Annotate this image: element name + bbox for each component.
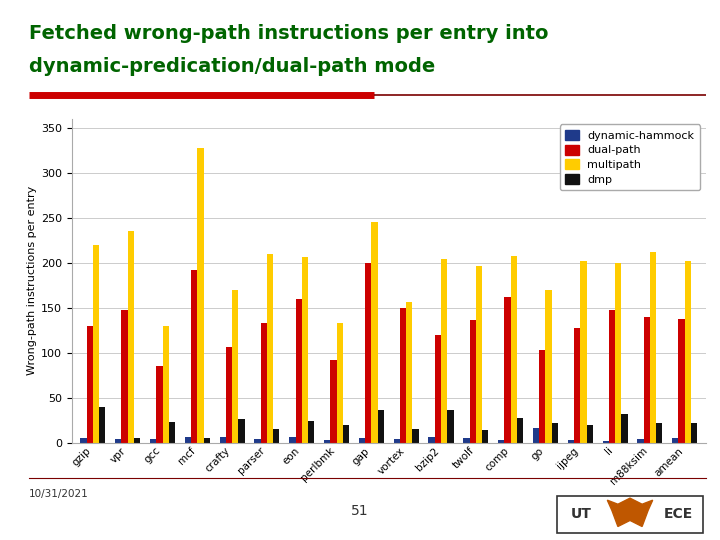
Bar bbox=[359, 438, 365, 443]
Bar bbox=[587, 425, 593, 443]
Bar bbox=[650, 252, 656, 443]
Bar bbox=[163, 326, 168, 443]
Bar bbox=[672, 438, 678, 443]
Bar bbox=[568, 440, 574, 443]
Polygon shape bbox=[607, 498, 653, 526]
Bar bbox=[400, 308, 406, 443]
Bar bbox=[289, 437, 295, 443]
Bar bbox=[254, 439, 261, 443]
Bar bbox=[220, 436, 226, 443]
Bar bbox=[378, 409, 384, 443]
Bar bbox=[482, 430, 488, 443]
Bar bbox=[574, 328, 580, 443]
Y-axis label: Wrong-path instructions per entry: Wrong-path instructions per entry bbox=[27, 186, 37, 375]
Bar bbox=[580, 261, 587, 443]
Bar bbox=[609, 309, 615, 443]
Bar bbox=[295, 299, 302, 443]
Bar bbox=[428, 437, 435, 443]
Bar bbox=[463, 438, 469, 443]
Bar bbox=[621, 414, 628, 443]
Bar bbox=[505, 297, 510, 443]
FancyBboxPatch shape bbox=[557, 496, 703, 532]
Bar bbox=[267, 254, 273, 443]
Bar bbox=[302, 258, 308, 443]
Bar bbox=[469, 320, 476, 443]
Bar bbox=[308, 421, 315, 443]
Bar bbox=[510, 255, 517, 443]
Bar bbox=[441, 259, 447, 443]
Bar bbox=[273, 429, 279, 443]
Bar bbox=[93, 245, 99, 443]
Bar bbox=[81, 438, 86, 443]
Bar bbox=[615, 263, 621, 443]
Bar bbox=[546, 290, 552, 443]
Bar bbox=[191, 270, 197, 443]
Bar bbox=[476, 266, 482, 443]
Bar bbox=[365, 263, 372, 443]
Bar bbox=[324, 440, 330, 443]
Text: 51: 51 bbox=[351, 504, 369, 518]
Bar bbox=[498, 440, 505, 443]
Bar bbox=[656, 423, 662, 443]
Bar bbox=[134, 438, 140, 443]
Bar bbox=[330, 360, 336, 443]
Bar bbox=[637, 439, 644, 443]
Bar bbox=[156, 366, 163, 443]
Text: dynamic-predication/dual-path mode: dynamic-predication/dual-path mode bbox=[29, 57, 435, 76]
Bar bbox=[394, 439, 400, 443]
Bar bbox=[86, 326, 93, 443]
Bar bbox=[539, 350, 546, 443]
Legend: dynamic-hammock, dual-path, multipath, dmp: dynamic-hammock, dual-path, multipath, d… bbox=[559, 124, 700, 190]
Bar bbox=[644, 317, 650, 443]
Bar bbox=[115, 439, 122, 443]
Bar bbox=[261, 323, 267, 443]
Bar bbox=[343, 425, 349, 443]
Bar bbox=[413, 429, 419, 443]
Bar bbox=[185, 436, 191, 443]
Bar bbox=[435, 335, 441, 443]
Bar bbox=[517, 417, 523, 443]
Text: 10/31/2021: 10/31/2021 bbox=[29, 489, 89, 499]
Bar bbox=[168, 422, 175, 443]
Bar bbox=[99, 407, 105, 443]
Bar bbox=[691, 423, 697, 443]
Bar bbox=[552, 423, 558, 443]
Bar bbox=[533, 428, 539, 443]
Bar bbox=[150, 439, 156, 443]
Bar bbox=[685, 261, 691, 443]
Bar bbox=[336, 323, 343, 443]
Bar bbox=[447, 409, 454, 443]
Bar bbox=[406, 301, 413, 443]
Bar bbox=[122, 309, 127, 443]
Bar bbox=[204, 438, 210, 443]
Bar bbox=[372, 222, 378, 443]
Bar bbox=[678, 319, 685, 443]
Text: Fetched wrong-path instructions per entry into: Fetched wrong-path instructions per entr… bbox=[29, 24, 549, 43]
Bar bbox=[127, 231, 134, 443]
Bar bbox=[197, 147, 204, 443]
Bar bbox=[232, 290, 238, 443]
Bar bbox=[226, 347, 232, 443]
Text: ECE: ECE bbox=[664, 507, 693, 521]
Text: UT: UT bbox=[571, 507, 592, 521]
Bar bbox=[238, 420, 245, 443]
Bar bbox=[603, 441, 609, 443]
